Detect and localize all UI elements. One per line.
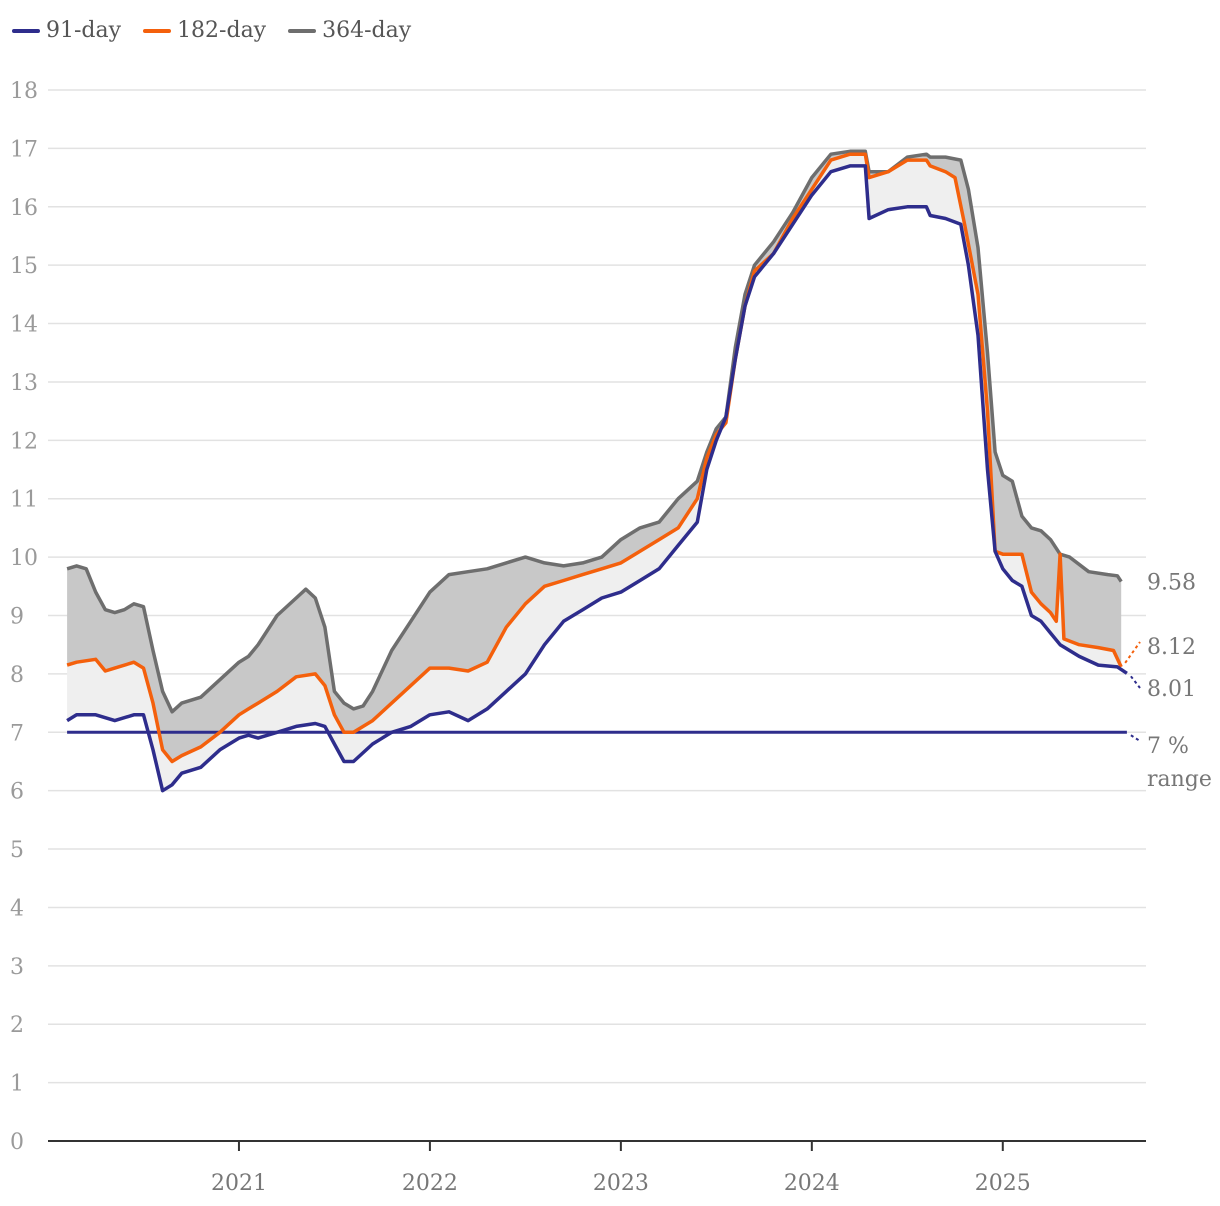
label-layer: 9.58 8.12 8.01 7 % range	[1124, 571, 1212, 792]
legend-label-91-day: 91-day	[46, 18, 122, 43]
legend-swatch-182-day	[143, 28, 172, 33]
leader-182-day	[1124, 641, 1141, 664]
x-tick-label-2025: 2025	[975, 1171, 1031, 1196]
legend-item-364-day[interactable]: 364-day	[288, 18, 411, 43]
leader-91-day	[1130, 675, 1141, 689]
y-tick-label-5: 5	[10, 838, 24, 863]
y-tick-label-16: 16	[10, 196, 38, 221]
line-layer	[66, 149, 1128, 793]
end-label-91-day: 8.01	[1147, 677, 1196, 702]
y-tick-label-15: 15	[10, 254, 38, 279]
series-line-91-day	[66, 164, 1128, 793]
chart-legend: 91-day 182-day 364-day	[12, 18, 411, 43]
series-line-182-day	[66, 152, 1123, 764]
leader-reference	[1130, 734, 1141, 742]
y-tick-label-4: 4	[10, 896, 24, 921]
y-tick-label-18: 18	[10, 79, 38, 104]
legend-swatch-91-day	[12, 28, 40, 33]
y-tick-label-3: 3	[10, 955, 24, 980]
legend-label-182-day: 182-day	[177, 18, 267, 43]
y-tick-label-6: 6	[10, 780, 24, 805]
x-tick-label-2022: 2022	[402, 1171, 458, 1196]
y-tick-label-0: 0	[10, 1130, 24, 1155]
band-layer	[67, 151, 1122, 791]
legend-label-364-day: 364-day	[322, 18, 412, 43]
y-tick-label-10: 10	[10, 546, 38, 571]
y-tick-label-8: 8	[10, 663, 24, 688]
y-tick-label-9: 9	[10, 605, 24, 630]
legend-item-182-day[interactable]: 182-day	[143, 18, 266, 43]
y-tick-label-7: 7	[10, 721, 24, 746]
x-tick-label-2023: 2023	[593, 1171, 649, 1196]
x-tick-label-2021: 2021	[211, 1171, 267, 1196]
x-tick-label-2024: 2024	[784, 1171, 840, 1196]
y-tick-label-1: 1	[10, 1072, 24, 1097]
end-label-182-day: 8.12	[1147, 635, 1196, 660]
reference-label-line1: 7 %	[1147, 734, 1189, 759]
legend-item-91-day[interactable]: 91-day	[12, 18, 121, 43]
y-tick-label-14: 14	[10, 313, 38, 338]
reference-label-line2: range	[1147, 767, 1212, 792]
y-tick-label-2: 2	[10, 1013, 24, 1038]
axis-layer: 2021 2022 2023 2024 2025	[48, 1140, 1146, 1196]
y-tick-label-11: 11	[10, 488, 38, 513]
y-tick-label-13: 13	[10, 371, 38, 396]
y-tick-label-17: 17	[10, 137, 38, 162]
end-label-364-day: 9.58	[1147, 571, 1196, 596]
legend-swatch-364-day	[288, 28, 317, 33]
series-line-364-day	[66, 149, 1123, 714]
y-tick-label-12: 12	[10, 429, 38, 454]
